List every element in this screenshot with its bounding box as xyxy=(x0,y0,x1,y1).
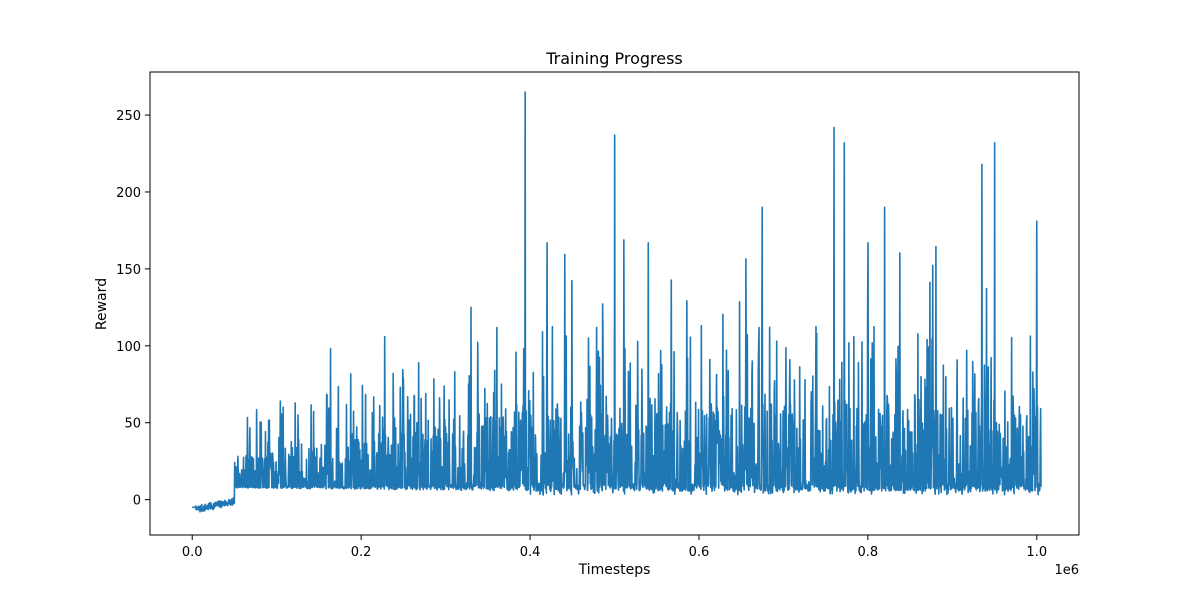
x-tick-label: 0.8 xyxy=(858,545,879,560)
y-tick-label: 50 xyxy=(124,417,141,432)
x-axis-label: Timesteps xyxy=(578,562,651,578)
y-tick-label: 100 xyxy=(116,340,141,355)
x-tick-label: 0.0 xyxy=(182,545,203,560)
x-tick-label: 0.4 xyxy=(520,545,541,560)
y-tick-label: 200 xyxy=(116,186,141,201)
plot-area xyxy=(191,91,1042,513)
y-tick-label: 150 xyxy=(116,263,141,278)
x-axis: 0.0 0.2 0.4 0.6 0.8 1.0 xyxy=(182,535,1047,560)
y-tick-label: 250 xyxy=(116,109,141,124)
series-line-reward xyxy=(191,91,1042,513)
y-tick-label: 0 xyxy=(133,494,141,509)
plot-frame xyxy=(149,71,1080,536)
chart-title: Training Progress xyxy=(545,49,683,68)
x-tick-label: 0.2 xyxy=(351,545,372,560)
x-tick-label: 0.6 xyxy=(689,545,710,560)
y-axis-label: Reward xyxy=(94,278,110,330)
y-axis: 0 50 100 150 200 250 xyxy=(116,109,150,509)
x-axis-scale-label: 1e6 xyxy=(1054,563,1079,578)
x-tick-label: 1.0 xyxy=(1026,545,1047,560)
